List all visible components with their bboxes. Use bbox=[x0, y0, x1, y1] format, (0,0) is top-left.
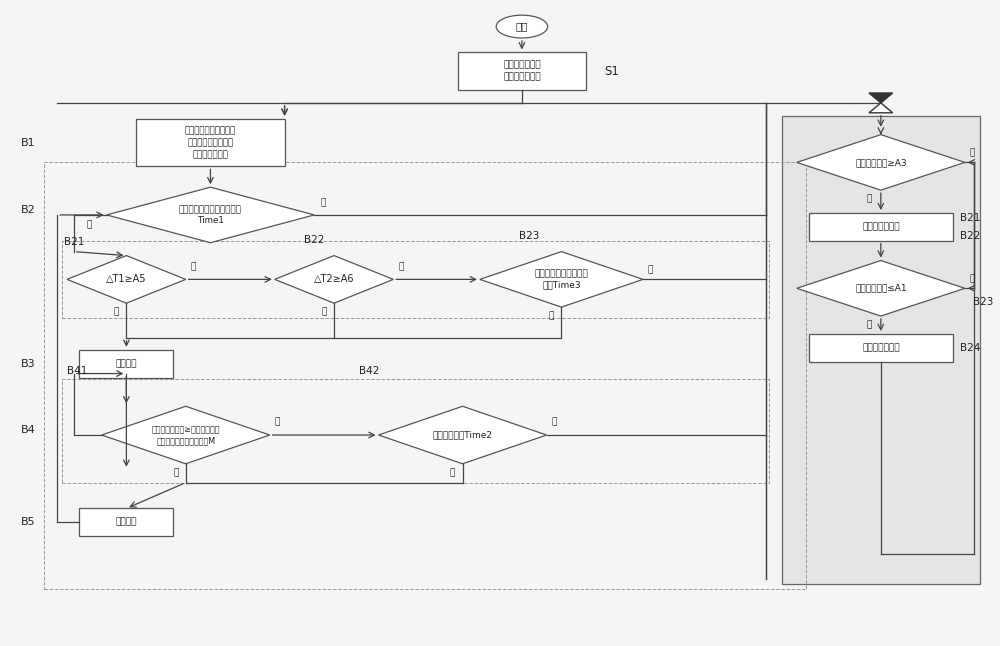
Polygon shape bbox=[102, 406, 270, 464]
Bar bbox=[44, 162, 806, 589]
Bar bbox=[62, 241, 769, 318]
Text: S1: S1 bbox=[604, 65, 619, 78]
Text: B24: B24 bbox=[960, 343, 981, 353]
Text: 否: 否 bbox=[552, 418, 557, 426]
Polygon shape bbox=[275, 256, 393, 303]
Text: B42: B42 bbox=[359, 366, 379, 375]
Text: 否: 否 bbox=[191, 262, 196, 271]
Text: 是: 是 bbox=[86, 220, 91, 229]
Bar bbox=[809, 334, 953, 362]
Text: 否: 否 bbox=[970, 148, 975, 157]
Text: B23: B23 bbox=[519, 231, 539, 241]
Text: B5: B5 bbox=[21, 517, 35, 527]
Text: B2: B2 bbox=[21, 205, 35, 215]
Text: 是: 是 bbox=[173, 468, 179, 477]
Text: △T1≥A5: △T1≥A5 bbox=[106, 275, 147, 284]
Bar bbox=[62, 379, 769, 483]
Text: 蓄热装置温度≤A1: 蓄热装置温度≤A1 bbox=[855, 284, 907, 293]
Text: △T2≥A6: △T2≥A6 bbox=[314, 275, 354, 284]
Text: 否: 否 bbox=[648, 265, 653, 274]
Text: B1: B1 bbox=[21, 138, 35, 147]
Bar bbox=[79, 349, 173, 377]
Text: 是: 是 bbox=[450, 468, 455, 477]
Polygon shape bbox=[869, 103, 893, 113]
Bar bbox=[136, 119, 285, 167]
Text: 是: 是 bbox=[321, 307, 327, 317]
Text: 开始: 开始 bbox=[516, 21, 528, 32]
Text: 否: 否 bbox=[320, 198, 326, 207]
Ellipse shape bbox=[496, 15, 548, 38]
Text: 室外换热器温度≥室外环境温度
所对应的室外换热器温度M: 室外换热器温度≥室外环境温度 所对应的室外换热器温度M bbox=[151, 425, 220, 445]
Text: 第一控制阀开启
第二控制阀关闭: 第一控制阀开启 第二控制阀关闭 bbox=[503, 61, 541, 81]
Text: 除霜运行: 除霜运行 bbox=[116, 359, 137, 368]
Polygon shape bbox=[67, 256, 186, 303]
Text: B22: B22 bbox=[304, 234, 325, 245]
Text: 否: 否 bbox=[970, 274, 975, 283]
Text: 经过设定时间Time2: 经过设定时间Time2 bbox=[433, 430, 493, 439]
Text: 制热连续运行是否达到时间
Time1: 制热连续运行是否达到时间 Time1 bbox=[179, 205, 242, 225]
Polygon shape bbox=[797, 134, 965, 190]
Polygon shape bbox=[480, 252, 643, 307]
Text: 退出除霜: 退出除霜 bbox=[116, 518, 137, 526]
Text: 连续时间是否达到设定
时间Time3: 连续时间是否达到设定 时间Time3 bbox=[535, 269, 588, 289]
Bar bbox=[458, 52, 586, 90]
Polygon shape bbox=[869, 93, 893, 103]
Text: B21: B21 bbox=[64, 236, 84, 247]
Text: 否: 否 bbox=[275, 418, 280, 426]
Text: 第一控制阀关闭: 第一控制阀关闭 bbox=[862, 222, 900, 231]
Text: 第一控制阀开启: 第一控制阀开启 bbox=[862, 343, 900, 352]
Text: 蓄热装置温度≥A3: 蓄热装置温度≥A3 bbox=[855, 158, 907, 167]
Text: B3: B3 bbox=[21, 359, 35, 369]
Polygon shape bbox=[379, 406, 547, 464]
Text: 是: 是 bbox=[114, 307, 119, 317]
Text: 是: 是 bbox=[866, 194, 872, 203]
Text: B41: B41 bbox=[67, 366, 87, 375]
Text: 检测室内换热器温度、
室外换热器进口温度
和室外环境温度: 检测室内换热器温度、 室外换热器进口温度 和室外环境温度 bbox=[185, 126, 236, 159]
Text: B22: B22 bbox=[960, 231, 981, 241]
Polygon shape bbox=[797, 260, 965, 316]
Text: 是: 是 bbox=[549, 311, 554, 320]
Bar bbox=[782, 116, 980, 584]
Bar bbox=[79, 508, 173, 536]
Text: 是: 是 bbox=[866, 320, 872, 329]
Text: B23: B23 bbox=[973, 297, 993, 307]
Text: 否: 否 bbox=[398, 262, 404, 271]
Text: B21: B21 bbox=[960, 213, 981, 223]
Bar bbox=[809, 213, 953, 241]
Polygon shape bbox=[107, 187, 314, 243]
Text: B4: B4 bbox=[21, 425, 35, 435]
